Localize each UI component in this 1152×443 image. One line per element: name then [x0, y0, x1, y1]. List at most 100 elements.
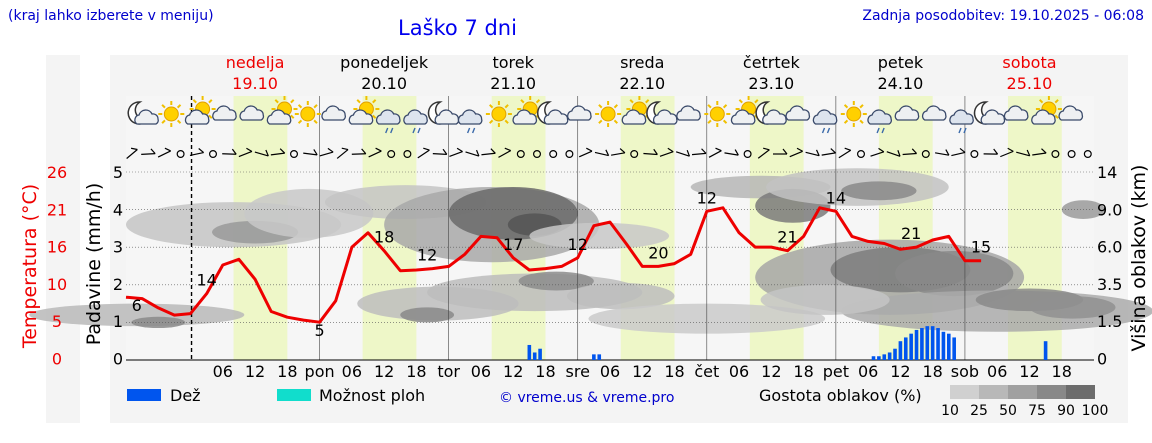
wind-calm-icon [549, 150, 558, 159]
x-tick-label: 18 [1052, 362, 1072, 381]
cloud-density-area [29, 168, 1152, 334]
sun-icon [158, 101, 185, 127]
cloud-height-tick: 9.0 [1097, 200, 1122, 219]
wind-calm-icon [1083, 150, 1092, 159]
wind-barb-icon [870, 147, 885, 157]
wind-barb-icon [126, 147, 138, 159]
cloud-icon [212, 105, 237, 121]
wind-calm-icon [970, 150, 979, 159]
copyright: © vreme.us & vreme.pro [499, 390, 674, 406]
rain-bar [597, 354, 602, 360]
wind-calm-icon [856, 150, 865, 159]
moon-cloud-icon [973, 101, 1006, 125]
cloud-height-axis-label: Višina oblakov (km) [1128, 165, 1150, 352]
rain-bar [882, 354, 887, 360]
cloud-icon [921, 105, 947, 121]
sun-cloud-icon [512, 96, 544, 125]
wind-barb-icon [222, 148, 237, 155]
day-date: 20.10 [361, 74, 407, 93]
temperature-value-label: 21 [901, 224, 921, 243]
density-tick: 90 [1057, 403, 1075, 419]
wind-barb-icon [789, 147, 803, 158]
rain-bar [893, 348, 897, 360]
day-name: petek [878, 53, 924, 72]
wind-barb-icon [270, 148, 286, 156]
rain-bar [877, 356, 881, 360]
rain-bar [898, 341, 903, 360]
cloud-icon [321, 105, 346, 121]
temperature-value-label: 17 [1035, 0, 1055, 4]
wind-barb-icon [675, 149, 691, 157]
precipitation-tick: 4 [113, 200, 123, 219]
cloud-height-tick: 6.0 [1097, 238, 1122, 257]
x-tick-label: 18 [922, 362, 942, 381]
temperature-value-label: 12 [1073, 0, 1093, 4]
x-tick-label: 18 [664, 362, 684, 381]
sun-icon [294, 101, 321, 127]
x-tick-label: 06 [600, 362, 620, 381]
rain-bar [936, 328, 940, 360]
rain-bar [941, 331, 946, 360]
cloud-height-tick: 1.5 [1097, 312, 1122, 331]
rain-bar [871, 356, 876, 360]
x-tick-label: 12 [890, 362, 910, 381]
density-swatch [1008, 385, 1037, 399]
temperature-value-label: 12 [417, 246, 437, 265]
x-tick-label: pon [305, 362, 335, 381]
cloud-blob [566, 282, 675, 310]
wind-barb-icon [1000, 147, 1014, 158]
rain-cloud-icon [812, 109, 838, 134]
cloud-blob [131, 316, 186, 329]
rain-cloud-icon [867, 109, 892, 134]
day-name: nedelja [226, 53, 285, 72]
day-name: četrtek [743, 53, 801, 72]
temperature-value-label: 12 [697, 188, 717, 207]
wind-calm-icon [921, 150, 930, 159]
wind-calm-icon [630, 150, 639, 159]
precipitation-tick: 5 [113, 163, 123, 182]
day-name: ponedeljek [340, 53, 429, 72]
wind-calm-icon [532, 150, 541, 159]
cloud-blob [1029, 296, 1116, 319]
density-swatch [1066, 385, 1095, 399]
temperature-value-label: 15 [971, 238, 991, 257]
wind-barb-icon [659, 147, 674, 157]
precipitation-tick: 2 [113, 275, 123, 294]
wind-barb-icon [1032, 148, 1047, 156]
wind-barb-icon [303, 149, 318, 156]
day-date: 19.10 [232, 74, 278, 93]
rain-bar [887, 352, 892, 360]
density-tick: 75 [1028, 403, 1046, 419]
wind-barb-icon [351, 148, 367, 155]
day-date: 24.10 [877, 74, 923, 93]
rain-bar [532, 352, 537, 360]
wind-barb-icon [465, 149, 480, 157]
moon-cloud-icon [755, 101, 787, 125]
day-date: 22.10 [619, 74, 665, 93]
x-tick-label: 12 [374, 362, 394, 381]
rain-bar [592, 354, 596, 360]
density-swatch [1037, 385, 1066, 399]
temperature-value-label: 17 [503, 235, 523, 254]
density-tick: 25 [970, 403, 988, 419]
rain-legend-label: Dež [170, 386, 201, 405]
wind-calm-icon [403, 150, 412, 159]
moon-cloud-icon [427, 101, 460, 125]
x-tick-label: tor [437, 362, 460, 381]
cloud-blob [518, 271, 594, 291]
density-swatch [950, 385, 979, 399]
wind-barb-icon [336, 147, 349, 159]
wind-barb-icon [773, 148, 788, 155]
x-tick-label: 06 [729, 362, 749, 381]
wind-barb-icon [189, 148, 205, 157]
sun-icon [704, 101, 731, 127]
day-name: torek [492, 53, 534, 72]
x-tick-label: 18 [406, 362, 426, 381]
wind-barb-icon [611, 148, 626, 156]
temperature-tick: 16 [47, 238, 67, 257]
sun-cloud-icon [348, 96, 380, 125]
cloud-icon [239, 105, 265, 121]
wind-calm-icon [743, 150, 752, 159]
last-updated: Zadnja posodobitev: 19.10.2025 - 06:08 [862, 8, 1144, 24]
wind-calm-icon [565, 150, 574, 159]
